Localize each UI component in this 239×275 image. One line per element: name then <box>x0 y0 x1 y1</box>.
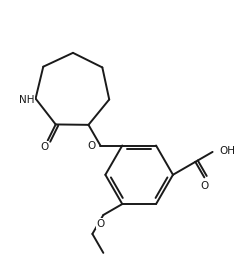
Text: O: O <box>96 219 104 229</box>
Text: NH: NH <box>19 95 35 105</box>
Text: OH: OH <box>220 146 235 156</box>
Text: O: O <box>40 142 49 152</box>
Text: O: O <box>87 141 95 150</box>
Text: O: O <box>200 181 208 191</box>
